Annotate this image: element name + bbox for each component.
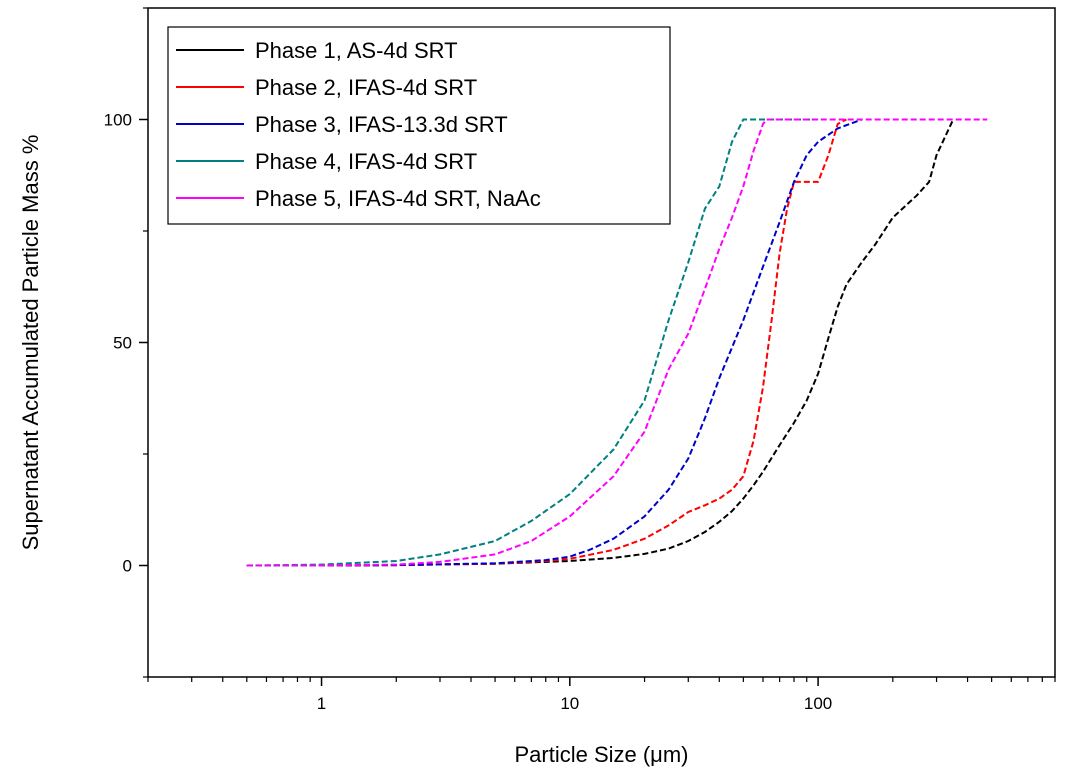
y-tick-label: 0 <box>123 557 132 576</box>
legend-box <box>167 26 671 225</box>
legend-label: Phase 1, AS-4d SRT <box>255 38 458 63</box>
legend-label: Phase 5, IFAS-4d SRT, NaAc <box>255 186 541 211</box>
legend: Phase 1, AS-4d SRT Phase 2, IFAS-4d SRT Ph… <box>167 26 671 225</box>
y-axis-title: Supernatant Accumulated Particle Mass % <box>18 135 43 551</box>
legend-label: Phase 2, IFAS-4d SRT <box>255 75 477 100</box>
legend-label: Phase 3, IFAS-13.3d SRT <box>255 112 508 137</box>
x-tick-label: 100 <box>804 694 832 713</box>
plot-area <box>246 118 988 567</box>
series-line-phase-5 <box>246 118 988 567</box>
x-tick-label: 1 <box>317 694 326 713</box>
x-axis-title: Particle Size (μm) <box>514 742 688 767</box>
series-line-phase-3 <box>246 118 863 567</box>
y-tick-label: 50 <box>113 334 132 353</box>
series-line-phase-4 <box>246 118 819 567</box>
axis-ticks: 1 10 100 0 50 100 <box>104 7 1056 713</box>
y-tick-label: 100 <box>104 111 132 130</box>
plot-frame <box>147 7 1056 678</box>
x-tick-label: 10 <box>560 694 579 713</box>
series-line-phase-2 <box>246 118 847 567</box>
legend-label: Phase 4, IFAS-4d SRT <box>255 149 477 174</box>
series-line-phase-1 <box>246 119 955 567</box>
